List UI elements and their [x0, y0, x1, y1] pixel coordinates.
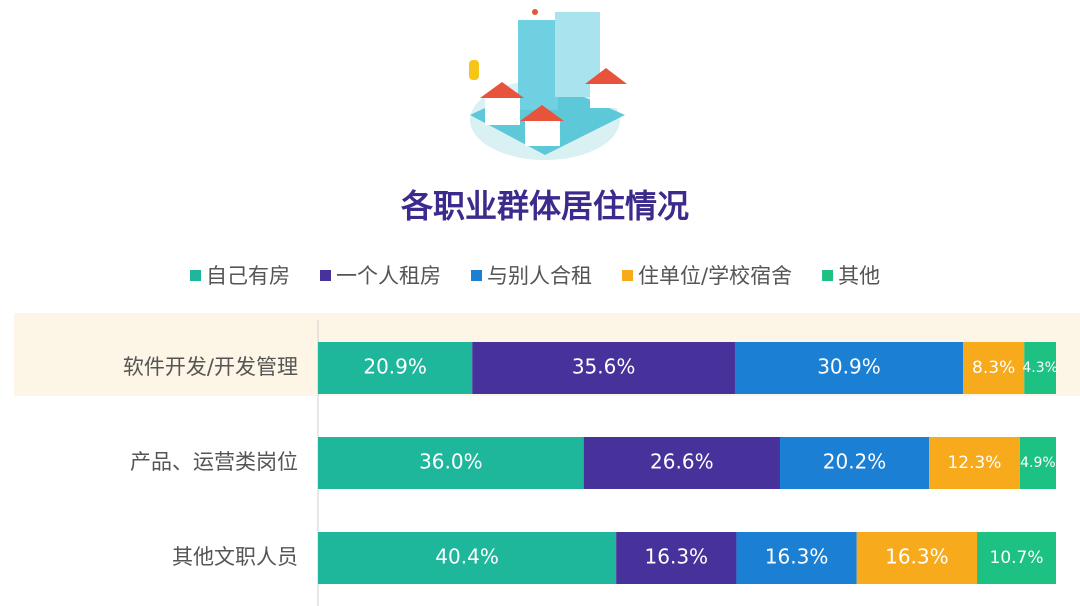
bar-segment — [583, 437, 780, 489]
value-label: 16.3% — [885, 545, 949, 569]
value-label: 4.9% — [1020, 455, 1056, 471]
value-label: 8.3% — [972, 358, 1015, 378]
value-label: 10.7% — [990, 548, 1044, 568]
value-label: 16.3% — [645, 545, 709, 569]
value-label: 16.3% — [765, 545, 829, 569]
bar-segment — [779, 437, 930, 489]
bar-segment — [1019, 437, 1056, 489]
value-label: 26.6% — [650, 450, 714, 474]
plot: 软件开发/开发管理 20.9% 35.6% 30.9% 8.3% 4.3% 产品、运营类岗位… — [123, 342, 1058, 584]
legend-swatch — [471, 270, 482, 281]
value-label: 20.9% — [363, 355, 427, 379]
value-label: 30.9% — [817, 355, 881, 379]
legend-label: 其他 — [838, 264, 880, 288]
bar-segment — [318, 532, 617, 584]
bar-segment — [736, 532, 857, 584]
legend-label: 住单位/学校宿舍 — [638, 264, 792, 288]
value-label: 35.6% — [572, 355, 636, 379]
legend-swatch — [822, 270, 834, 281]
value-label: 4.3% — [1022, 360, 1058, 376]
legend-swatch — [320, 270, 331, 281]
legend-label: 一个人租房 — [336, 264, 441, 288]
value-label: 20.2% — [823, 450, 887, 474]
bar-segment — [856, 532, 978, 584]
chart-title: 各职业群体居住情况 — [401, 187, 689, 225]
legend-label: 与别人合租 — [487, 264, 592, 288]
bar-segment — [472, 342, 735, 394]
illustration — [469, 9, 627, 160]
value-label: 36.0% — [419, 450, 483, 474]
legend-swatch — [190, 270, 201, 281]
legend-label: 自己有房 — [206, 264, 290, 288]
bar-segment — [929, 437, 1020, 489]
legend-swatch — [622, 270, 633, 281]
category-label: 产品、运营类岗位 — [130, 450, 298, 474]
legend: 自己有房 一个人租房 与别人合租 住单位/学校宿舍 其他 — [190, 264, 880, 288]
value-label: 12.3% — [947, 453, 1001, 473]
bar-segment — [616, 532, 737, 584]
bar-segment — [977, 532, 1056, 584]
bar-segment — [318, 437, 584, 489]
bar-segment — [1024, 342, 1056, 394]
bar-segment — [963, 342, 1025, 394]
bar-segment — [318, 342, 473, 394]
bar-segment — [734, 342, 964, 394]
category-label: 其他文职人员 — [172, 545, 298, 569]
category-label: 软件开发/开发管理 — [123, 355, 298, 379]
value-label: 40.4% — [435, 545, 499, 569]
